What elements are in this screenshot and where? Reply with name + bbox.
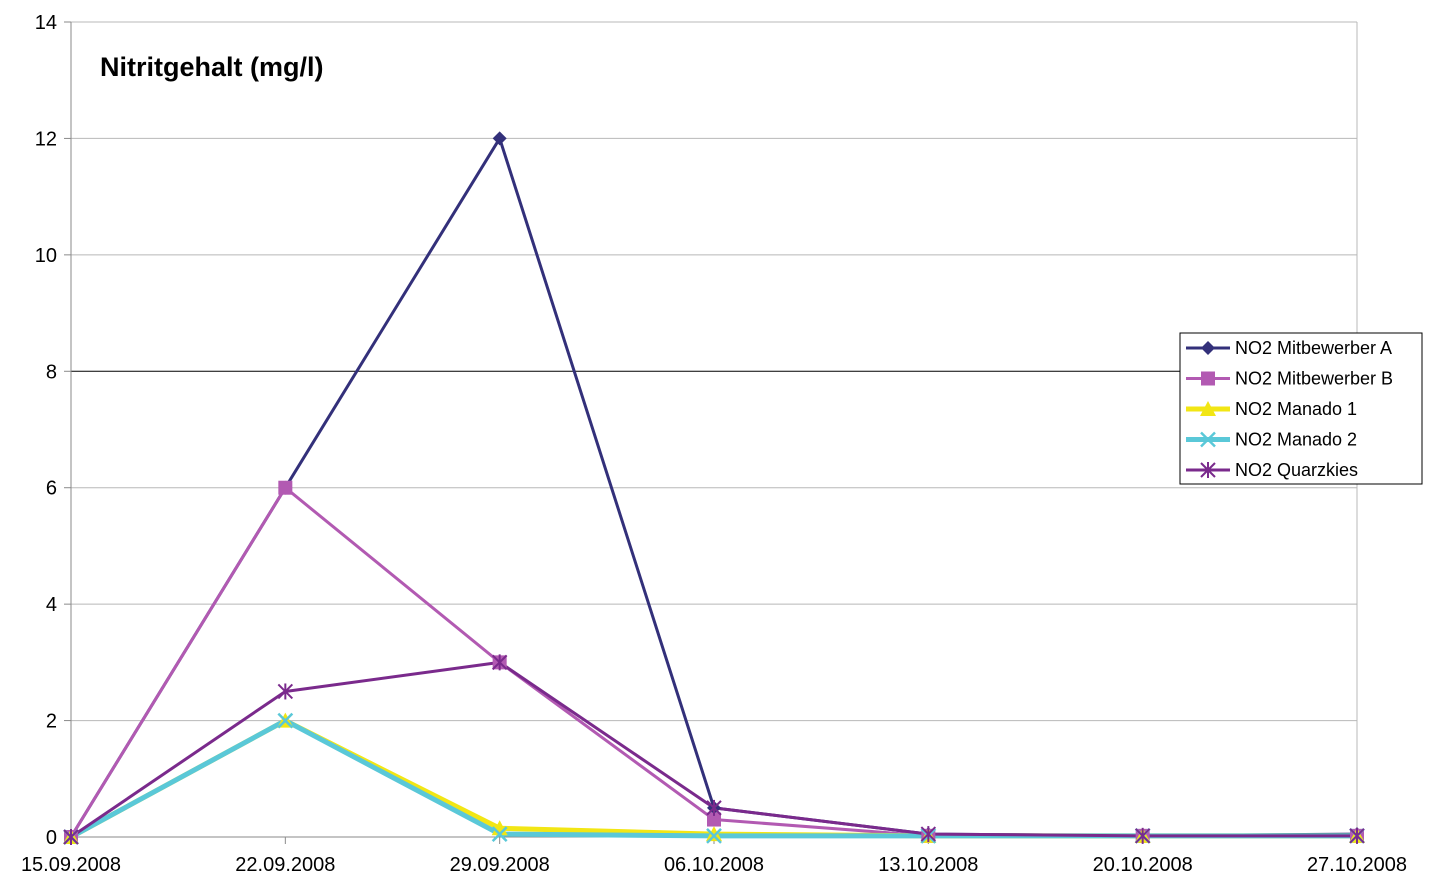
legend-marker: [1200, 431, 1216, 448]
data-point: [278, 480, 293, 495]
y-tick-label: 10: [35, 245, 57, 267]
gridlines: [71, 21, 1358, 837]
data-point: [920, 826, 937, 843]
legend-marker: [1200, 401, 1216, 416]
data-point: [706, 799, 722, 816]
data-point: [1134, 827, 1151, 844]
y-tick-label: 12: [35, 128, 57, 150]
legend-marker: [1201, 371, 1215, 386]
data-point: [277, 712, 294, 729]
y-tick-label: 6: [46, 478, 57, 500]
x-tick-label: 06.10.2008: [664, 854, 764, 876]
legend-item: NO2 Mitbewerber B: [1186, 369, 1393, 389]
legend-label: NO2 Mitbewerber A: [1235, 338, 1392, 358]
data-point: [492, 131, 507, 146]
data-point: [706, 826, 722, 842]
y-tick-label: 14: [35, 12, 57, 34]
legend-marker: [1200, 462, 1216, 478]
x-tick-label: 15.09.2008: [21, 854, 121, 876]
x-tick-label: 29.09.2008: [450, 854, 550, 876]
legend-item: NO2 Manado 1: [1186, 399, 1357, 419]
data-point: [1349, 827, 1365, 844]
x-tick-label: 20.10.2008: [1093, 854, 1193, 876]
legend: NO2 Mitbewerber A NO2 Mitbewerber B NO2 Ma…: [1179, 332, 1423, 485]
data-point: [491, 654, 508, 671]
data-point: [706, 827, 722, 844]
markers: [63, 131, 1365, 845]
legend-item: NO2 Manado 2: [1186, 430, 1357, 450]
y-tick-label: 8: [46, 361, 57, 383]
legend-label: NO2 Manado 2: [1235, 430, 1357, 450]
series-line-2: [69, 486, 1357, 838]
legend-item: NO2 Mitbewerber A: [1186, 338, 1392, 358]
y-tick-label: 2: [46, 711, 57, 733]
data-point: [277, 683, 294, 700]
y-tick-label: 0: [46, 827, 57, 849]
x-tick-label: 27.10.2008: [1307, 854, 1407, 876]
x-tick-label: 22.09.2008: [235, 854, 335, 876]
data-point: [707, 812, 721, 827]
chart-title: Nitritgehalt (mg/l): [100, 52, 324, 82]
legend-item: NO2 Quarzkies: [1186, 460, 1358, 480]
y-tick-label: 4: [46, 594, 57, 616]
legend-label: NO2 Mitbewerber B: [1235, 369, 1393, 389]
data-point: [63, 829, 79, 845]
x-tick-label: 13.10.2008: [878, 854, 978, 876]
legend-label: NO2 Manado 1: [1235, 399, 1357, 419]
data-point: [491, 826, 508, 842]
legend-marker: [1201, 341, 1215, 355]
legend-label: NO2 Quarzkies: [1235, 460, 1358, 480]
